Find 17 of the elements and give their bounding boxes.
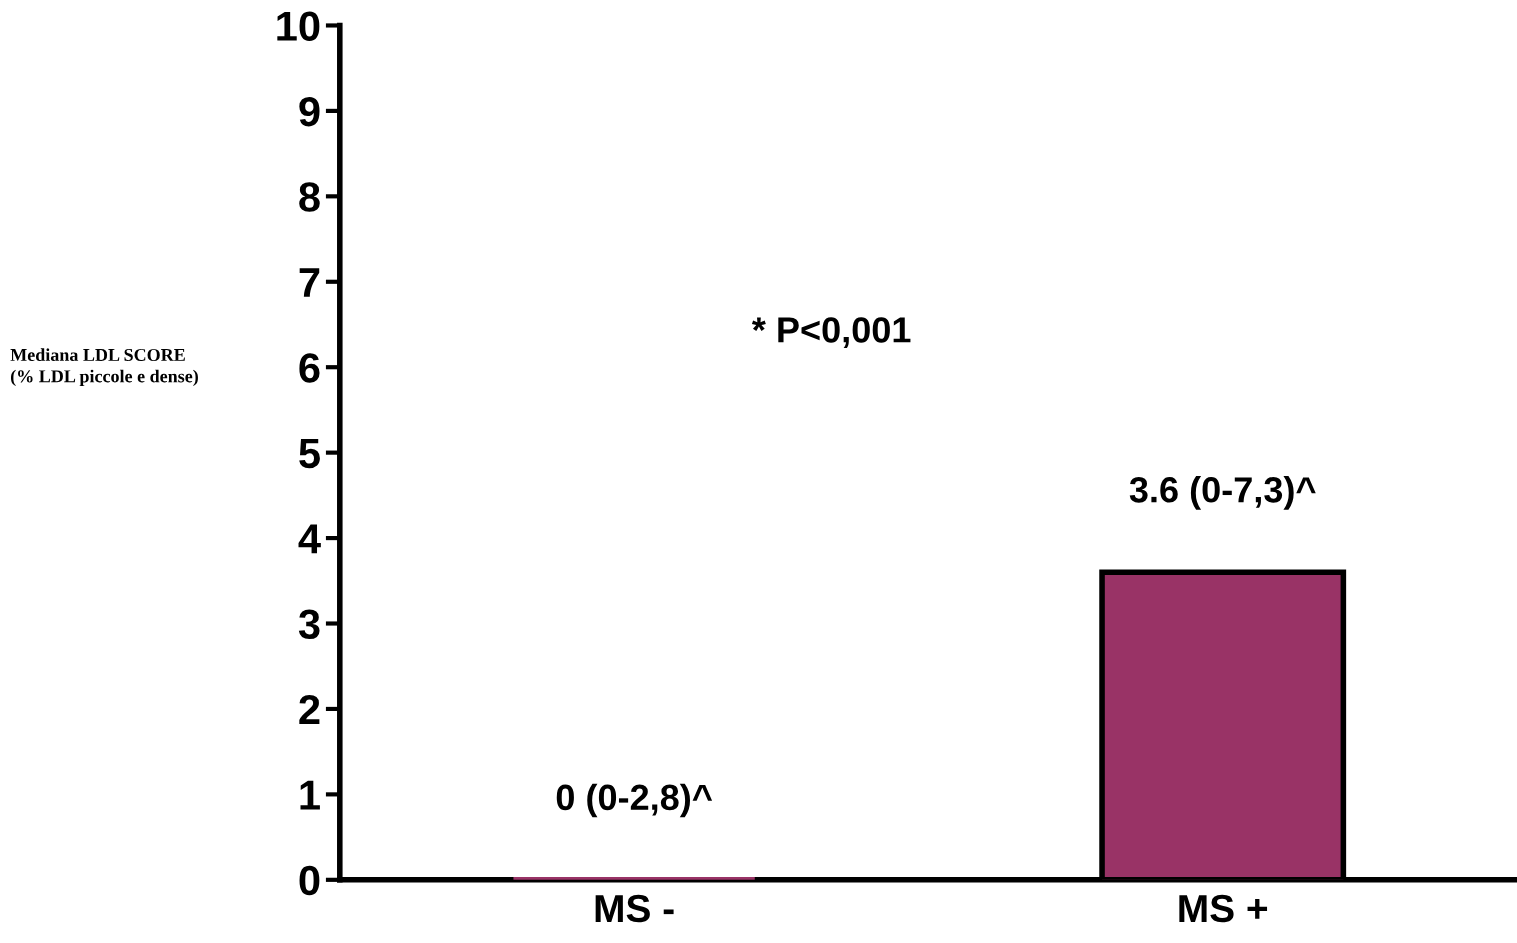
y-tick-label: 3 — [298, 609, 320, 640]
y-tick-label: 8 — [299, 182, 320, 212]
x-tick-label: MS + — [1179, 894, 1268, 923]
y-tick-label: 9 — [299, 96, 320, 127]
y-tick-label: 1 — [300, 780, 320, 810]
data-label: 3.6 (0-7,3)^ — [1129, 476, 1316, 510]
y-tick-label: 5 — [299, 439, 320, 469]
y-tick-label: 0 — [299, 865, 320, 896]
y-axis-title: Mediana LDL SCORE (% LDL piccole e dense) — [10, 348, 198, 387]
y-tick-label: 7 — [299, 268, 320, 297]
annotation: * P<0,001 — [751, 317, 911, 348]
x-tick-label: MS - — [595, 894, 674, 923]
y-tick-label: 4 — [298, 524, 321, 554]
y-tick-label: 2 — [299, 694, 320, 725]
y-tick-label: 10 — [277, 11, 320, 41]
data-label: 0 (0-2,8)^ — [556, 783, 713, 818]
y-tick-label: 6 — [299, 353, 320, 383]
